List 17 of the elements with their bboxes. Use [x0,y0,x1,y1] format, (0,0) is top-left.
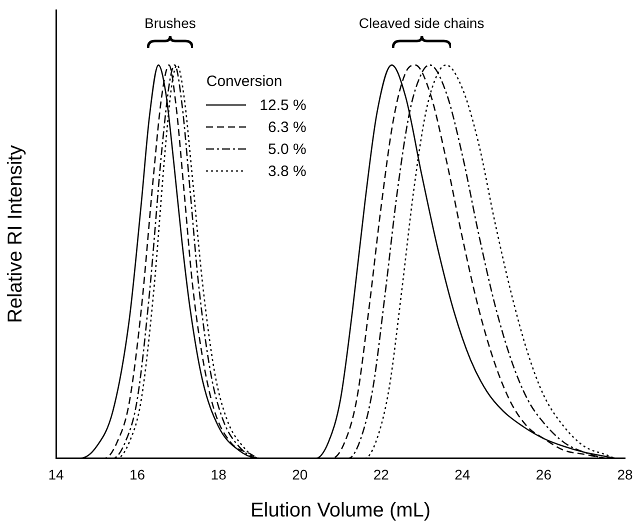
y-axis-title: Relative RI Intensity [4,145,27,324]
x-tick-label: 26 [536,466,552,482]
text: Brushes [144,15,197,32]
legend-label: 12.5 % [258,96,306,114]
x-tick-label: 16 [129,466,146,482]
legend-label: 5.0 % [267,140,306,158]
legend-title: Conversion [206,73,284,90]
x-axis-title: Elution Volume (mL) [250,500,431,522]
legend-label: 6.3 % [267,118,306,136]
x-tick-label: 14 [48,466,64,482]
x-tick-label: 20 [292,466,308,482]
x-tick-label: 18 [210,466,227,482]
text: Cleaved side chains [358,15,486,32]
legend-label: 3.8 % [267,162,306,180]
x-tick-label: 28 [617,466,633,482]
x-tick-label: 24 [454,466,470,482]
x-tick-label: 22 [373,466,390,482]
